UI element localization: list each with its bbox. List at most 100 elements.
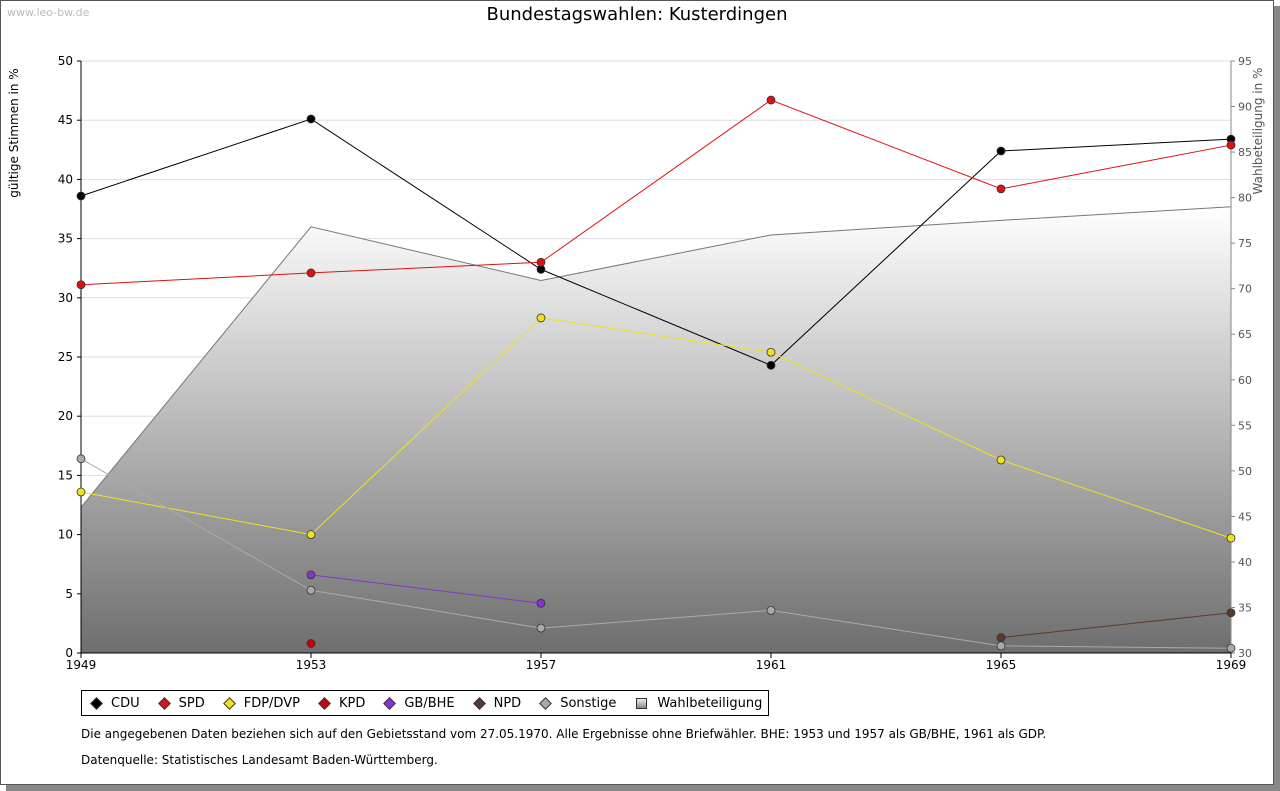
y-right-tick-label: 65 — [1238, 328, 1252, 341]
y-left-tick-label: 30 — [58, 291, 73, 305]
data-point-cdu — [76, 191, 86, 201]
y-axis-right-title: Wahlbeteiligung in % — [1251, 68, 1265, 195]
legend-marker-sonstige — [539, 696, 553, 710]
y-right-tick-label: 95 — [1238, 55, 1252, 68]
axis-layer: 0 5 10 15 20 25 30 35 40 45 50 30 35 40 45 50 55 60 65 70 75… — [58, 54, 1252, 672]
data-point-spd — [536, 257, 546, 267]
legend-label-kpd: KPD — [338, 695, 366, 711]
y-left-tick-label: 10 — [58, 528, 73, 542]
y-left-tick-label: 25 — [58, 350, 73, 364]
data-point-spd — [306, 268, 316, 278]
data-point-gb-bhe — [536, 598, 546, 608]
data-point-fdp-dvp — [996, 455, 1006, 465]
y-right-tick-label: 55 — [1238, 419, 1252, 432]
data-point-cdu — [306, 114, 316, 124]
y-right-tick-label: 35 — [1238, 601, 1252, 614]
data-point-npd — [1226, 608, 1236, 618]
legend-label-gb-bhe: GB/BHE — [404, 695, 455, 711]
data-source: Datenquelle: Statistisches Landesamt Bad… — [81, 753, 438, 767]
legend-label-spd: SPD — [178, 695, 205, 711]
data-point-sonstige — [306, 585, 316, 595]
data-point-sonstige — [76, 454, 86, 464]
data-point-sonstige — [996, 641, 1006, 651]
data-point-fdp-dvp — [766, 347, 776, 357]
y-left-tick-label: 20 — [58, 409, 73, 423]
turnout-line — [80, 206, 1232, 508]
legend-label-wahlbeteiligung: Wahlbeteiligung — [657, 695, 763, 711]
legend-item-kpd: KPD — [314, 696, 365, 711]
legend-marker-cdu — [90, 696, 103, 710]
legend-marker-kpd — [318, 696, 331, 710]
y-left-tick-label: 45 — [58, 113, 73, 127]
legend-marker-npd — [472, 696, 486, 710]
series-line-npd — [1000, 612, 1232, 639]
series-line-sonstige — [80, 458, 1232, 649]
legend-label-npd: NPD — [493, 695, 522, 711]
legend-marker-fdp-dvp — [222, 696, 236, 710]
y-left-tick-label: 35 — [58, 232, 73, 246]
turnout-area-layer — [80, 206, 1232, 653]
y-left-tick-label: 0 — [65, 646, 73, 660]
legend-label-fdp-dvp: FDP/DVP — [243, 695, 300, 711]
legend-label-sonstige: Sonstige — [560, 695, 617, 711]
series-line-gb-bhe — [310, 574, 542, 604]
legend-item-sonstige: Sonstige — [535, 696, 616, 711]
legend-item-gb-bhe: GB/BHE — [379, 695, 455, 711]
y-left-tick-label: 5 — [65, 587, 73, 601]
data-point-fdp-dvp — [306, 530, 316, 539]
y-left-tick-label: 15 — [58, 468, 73, 482]
x-tick-label: 1969 — [1216, 658, 1247, 672]
legend-label-cdu: CDU — [111, 695, 140, 711]
series-line-cdu — [80, 118, 1232, 366]
series-line-fdp-dvp — [80, 317, 1232, 539]
data-point-sonstige — [1226, 643, 1236, 653]
y-left-tick-label: 50 — [58, 54, 73, 68]
legend-marker-wahlbeteiligung — [636, 697, 648, 709]
legend-marker-gb-bhe — [383, 696, 397, 710]
chart-svg: 0 5 10 15 20 25 30 35 40 45 50 30 35 40 45 50 55 60 65 70 75… — [7, 54, 1265, 672]
footnote-area: Die angegebenen Daten beziehen sich auf … — [81, 727, 1047, 741]
y-axis-left-title: gültige Stimmen in % — [7, 68, 21, 197]
x-tick-label: 1961 — [756, 658, 787, 672]
legend-item-spd: SPD — [154, 696, 205, 711]
data-point-npd — [996, 633, 1006, 643]
watermark: www.leo-bw.de — [7, 6, 90, 19]
series-line-spd — [80, 99, 1232, 286]
y-right-tick-label: 75 — [1238, 237, 1252, 250]
y-right-tick-label: 90 — [1238, 101, 1252, 114]
legend: CDU SPD FDP/DVP KPD GB/BHE NPD Sonstige Wahlbet… — [81, 690, 770, 716]
data-point-spd — [76, 280, 86, 290]
x-tick-label: 1965 — [986, 658, 1017, 672]
legend-item-npd: NPD — [469, 695, 522, 711]
data-point-cdu — [766, 360, 776, 370]
data-point-cdu — [996, 146, 1006, 156]
legend-item-cdu: CDU — [86, 696, 140, 711]
data-point-fdp-dvp — [536, 313, 546, 323]
y-right-tick-label: 60 — [1238, 374, 1252, 387]
legend-marker-spd — [157, 696, 171, 710]
data-point-spd — [996, 184, 1006, 194]
y-right-tick-label: 40 — [1238, 556, 1252, 569]
y-right-tick-label: 45 — [1238, 510, 1252, 523]
data-point-kpd — [306, 639, 316, 648]
data-point-spd — [1226, 140, 1236, 150]
chart-title: Bundestagswahlen: Kusterdingen — [486, 4, 788, 25]
data-point-gb-bhe — [306, 570, 316, 580]
y-right-tick-label: 30 — [1238, 647, 1252, 660]
y-left-tick-label: 40 — [58, 172, 73, 186]
y-right-tick-label: 70 — [1238, 283, 1252, 296]
data-point-sonstige — [766, 605, 776, 615]
y-right-tick-label: 80 — [1238, 192, 1252, 205]
x-tick-label: 1957 — [526, 658, 557, 672]
legend-item-wahlbeteiligung: Wahlbeteiligung — [630, 696, 762, 711]
y-right-tick-label: 50 — [1238, 465, 1252, 478]
legend-item-fdp-dvp: FDP/DVP — [219, 696, 300, 711]
data-point-spd — [766, 95, 776, 105]
x-tick-label: 1953 — [296, 658, 327, 672]
series-layer — [76, 95, 1236, 653]
turnout-area — [81, 206, 1231, 653]
data-point-fdp-dvp — [76, 487, 86, 497]
y-right-tick-label: 85 — [1238, 146, 1252, 159]
data-point-fdp-dvp — [1226, 533, 1236, 543]
